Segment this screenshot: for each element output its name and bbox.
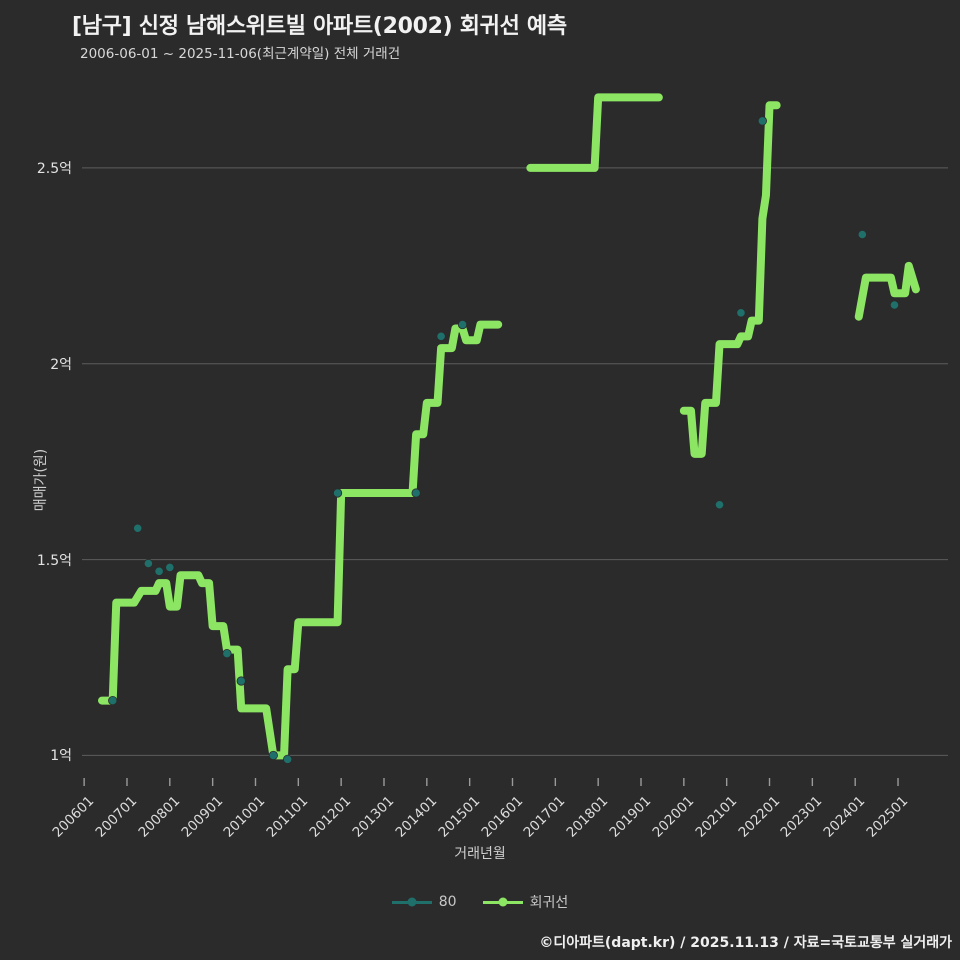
scatter-point (236, 676, 246, 686)
scatter-point (411, 488, 421, 498)
legend-item[interactable]: 회귀선 (482, 892, 569, 912)
scatter-point (736, 308, 746, 318)
scatter-point (143, 558, 153, 569)
legend-label: 80 (438, 894, 457, 910)
legend-marker-icon (482, 900, 523, 904)
scatter-point (283, 754, 293, 764)
y-axis-tick-label: 1.5억 (36, 552, 72, 569)
scatter-point (165, 562, 175, 573)
scatter-point (857, 229, 867, 240)
regression-line-segment (854, 261, 920, 321)
y-axis-label: 매매가(원) (33, 448, 49, 512)
legend-label: 회귀선 (529, 895, 569, 911)
footer-credit: ©디아파트(dapt.kr) / 2025.11.13 / 자료=국토교통부 실… (539, 935, 952, 951)
legend-item[interactable]: 80 (391, 894, 457, 910)
scatter-point (889, 300, 900, 310)
regression-line-segment (679, 101, 781, 458)
chart-subtitle: 2006-06-01 ~ 2025-11-06(최근계약일) 전체 거래건 (80, 46, 401, 62)
scatter-point (268, 750, 278, 761)
y-axis-tick-label: 2억 (50, 356, 72, 373)
scatter-point (757, 116, 767, 126)
scatter-point (133, 523, 143, 533)
scatter-point (332, 488, 343, 498)
chart-legend: 80 회귀선 (0, 892, 960, 912)
scatter-point (154, 566, 164, 576)
y-axis-tick-label: 2.5억 (36, 160, 72, 177)
y-axis-tick-label: 1억 (50, 748, 72, 765)
scatter-point (457, 319, 468, 330)
page-title: [남구] 신정 남해스위트빌 아파트(2002) 회귀선 예측 (72, 14, 567, 39)
scatter-point (436, 331, 446, 341)
scatter-point (108, 695, 118, 706)
scatter-point (714, 500, 725, 510)
regression-line-segment (97, 320, 503, 760)
regression-line-segment (526, 93, 663, 172)
scatter-point (222, 648, 232, 659)
x-axis-label: 거래년월 (454, 846, 506, 862)
legend-marker-icon (391, 900, 432, 904)
